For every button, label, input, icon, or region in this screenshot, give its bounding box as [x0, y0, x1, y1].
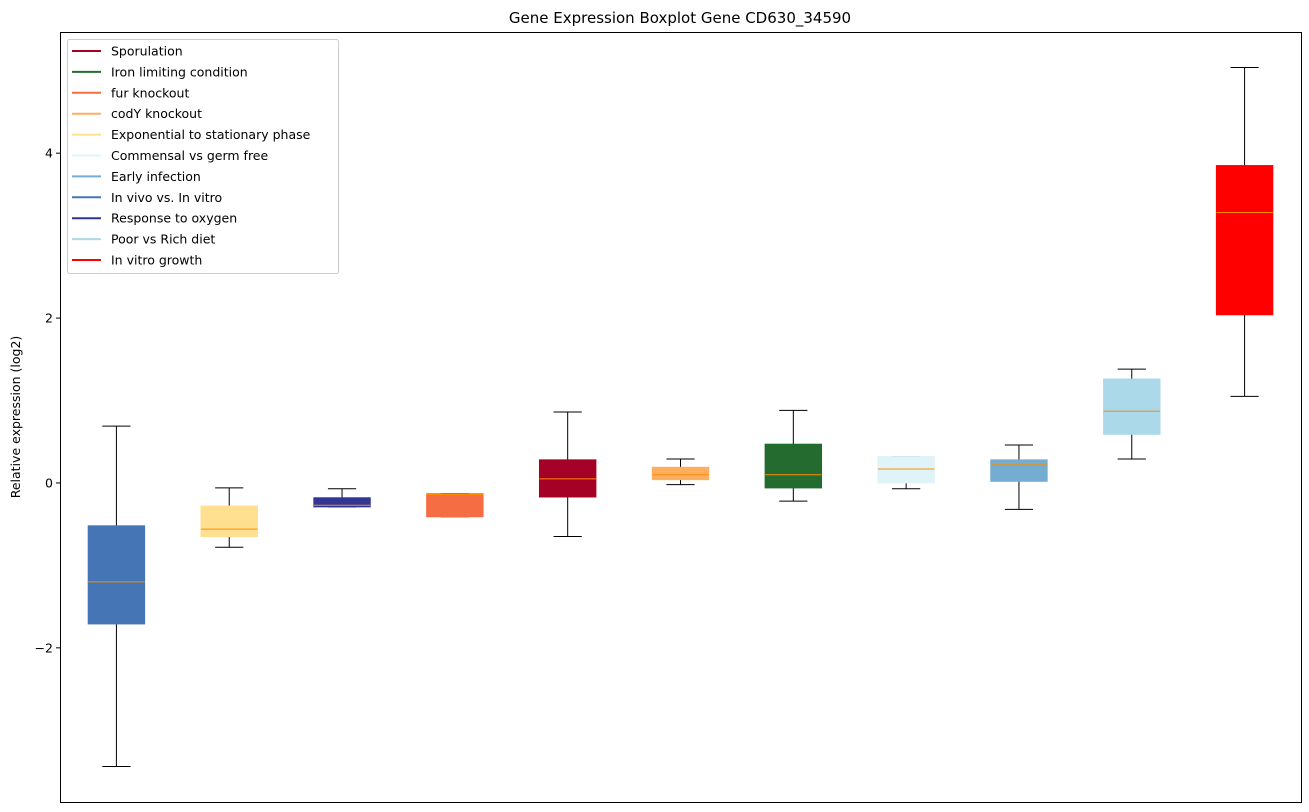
box-iron-limiting-condition	[764, 409, 823, 502]
legend-label: Commensal vs germ free	[111, 148, 268, 163]
legend-label: fur knockout	[111, 85, 189, 100]
y-axis: −2 0 2 4	[35, 146, 60, 655]
plot-frame	[60, 32, 1302, 803]
legend-label: Early infection	[111, 169, 201, 184]
box-iqr	[313, 497, 371, 508]
box-iqr	[990, 459, 1048, 482]
box-iqr	[764, 443, 823, 489]
box-iqr	[877, 456, 935, 484]
box-sporulation	[538, 411, 597, 538]
box-iqr	[426, 493, 484, 518]
box-early-infection	[990, 444, 1048, 510]
boxes	[87, 66, 1274, 768]
legend-label: Exponential to stationary phase	[111, 127, 311, 142]
box-iqr	[87, 525, 146, 625]
box-response-to-oxygen	[313, 488, 371, 508]
y-tick-label: −2	[35, 640, 53, 655]
legend-label: Response to oxygen	[111, 211, 237, 226]
box-fur-knockout	[426, 493, 484, 518]
box-commensal-vs-germ-free	[877, 456, 935, 490]
y-axis-label: Relative expression (log2)	[8, 336, 23, 499]
legend-label: codY knockout	[111, 106, 202, 121]
box-iqr	[200, 505, 258, 538]
legend: Sporulation Iron limiting condition fur kn…	[67, 39, 339, 274]
legend-frame	[67, 39, 339, 274]
legend-label: Iron limiting condition	[111, 64, 248, 79]
box-iqr	[1103, 378, 1161, 435]
legend-label: Sporulation	[111, 44, 183, 59]
box-cody-knockout	[651, 458, 710, 486]
box-iqr	[1215, 165, 1274, 316]
y-tick-label: 4	[45, 146, 53, 161]
y-tick-label: 0	[45, 475, 53, 490]
y-tick-label: 2	[45, 311, 53, 326]
box-poor-vs-rich-diet	[1103, 368, 1161, 460]
box-in-vitro-growth	[1215, 66, 1274, 397]
legend-label: In vivo vs. In vitro	[111, 190, 222, 205]
box-in-vivo-vs-in-vitro	[87, 425, 146, 768]
box-exponential-to-stationary-phase	[200, 487, 258, 548]
legend-label: In vitro growth	[111, 253, 202, 268]
legend-label: Poor vs Rich diet	[111, 232, 215, 247]
chart-title: Gene Expression Boxplot Gene CD630_34590	[509, 9, 851, 28]
box-iqr	[651, 466, 710, 481]
